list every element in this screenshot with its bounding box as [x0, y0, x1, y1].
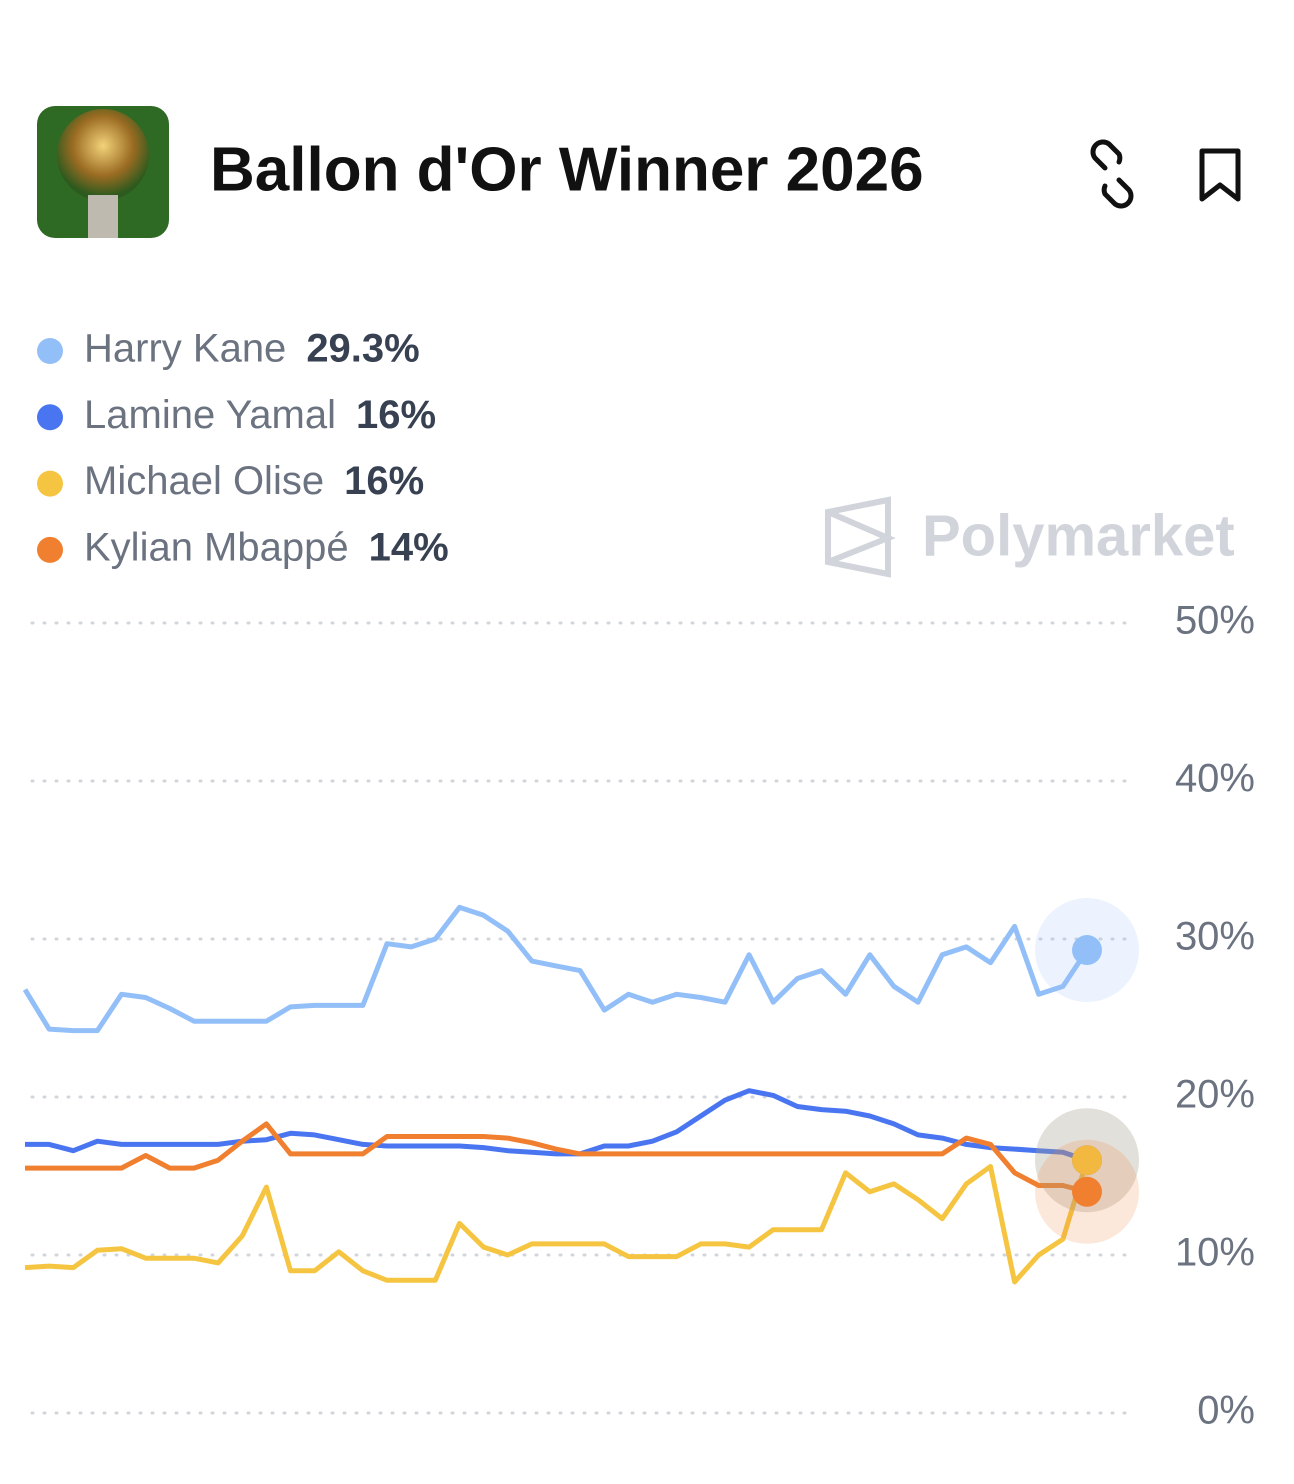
series-line — [25, 1121, 1088, 1195]
end-dot — [1072, 1145, 1102, 1176]
legend-value: 16% — [344, 459, 424, 503]
link-button[interactable] — [1090, 139, 1134, 209]
series-line — [25, 1088, 1088, 1163]
legend-swatch — [37, 338, 63, 364]
watermark-logo — [825, 496, 896, 578]
series-line — [22, 904, 1090, 1034]
series-line — [24, 1159, 1090, 1285]
legend-name: Michael Olise — [84, 459, 324, 503]
y-tick-label: 0% — [1197, 1389, 1255, 1433]
market-icon — [37, 106, 169, 238]
y-tick-label: 50% — [1175, 599, 1255, 643]
end-dot — [1072, 935, 1102, 966]
y-tick-label: 30% — [1175, 915, 1255, 959]
y-tick-label: 20% — [1175, 1073, 1255, 1117]
legend-swatch — [37, 404, 63, 431]
legend-name: Lamine Yamal — [84, 393, 336, 437]
y-tick-label: 40% — [1175, 757, 1255, 801]
end-dot — [1072, 1176, 1102, 1207]
legend-value: 16% — [356, 393, 436, 437]
legend-value: 29.3% — [306, 327, 419, 371]
y-tick-label: 10% — [1175, 1231, 1255, 1275]
legend-swatch — [37, 536, 63, 563]
bookmark-button[interactable] — [1199, 148, 1241, 202]
watermark: Polymarket — [922, 503, 1235, 568]
legend-value: 14% — [369, 525, 449, 569]
chart-title: Ballon d'Or Winner 2026 — [210, 135, 924, 204]
legend-name: Harry Kane — [84, 327, 286, 371]
legend-swatch — [37, 470, 63, 497]
legend-name: Kylian Mbappé — [84, 525, 349, 569]
